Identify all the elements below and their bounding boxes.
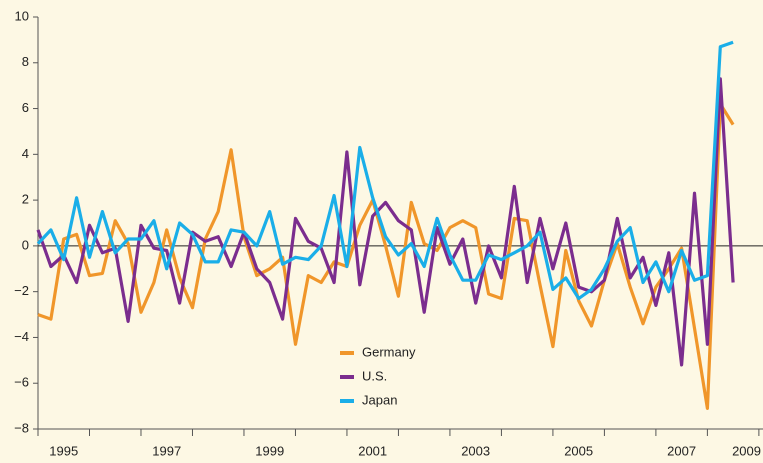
- y-tick-label: −2: [14, 283, 29, 298]
- legend-label: U.S.: [362, 368, 387, 383]
- y-tick-label: 6: [22, 100, 29, 115]
- series-line: [37, 102, 735, 410]
- y-tick-label: 4: [22, 146, 29, 161]
- y-tick-label: 0: [22, 237, 29, 252]
- series-line: [36, 40, 734, 301]
- series-line: [36, 77, 735, 367]
- y-tick-label: −8: [14, 420, 29, 435]
- x-tick-label: 1995: [49, 443, 78, 458]
- y-tick-label: −6: [14, 375, 29, 390]
- legend-label: Germany: [362, 344, 416, 359]
- x-tick-label: 2009: [732, 443, 761, 458]
- y-tick-label: −4: [14, 329, 29, 344]
- x-tick-label: 2001: [358, 443, 387, 458]
- y-tick-label: 10: [15, 8, 29, 23]
- x-tick-label: 2007: [667, 443, 696, 458]
- x-tick-label: 2005: [564, 443, 593, 458]
- y-tick-label: 8: [22, 54, 29, 69]
- x-tick-label: 1999: [255, 443, 284, 458]
- legend-label: Japan: [362, 392, 397, 407]
- x-tick-label: 2003: [461, 443, 490, 458]
- y-tick-label: 2: [22, 192, 29, 207]
- x-tick-label: 1997: [152, 443, 181, 458]
